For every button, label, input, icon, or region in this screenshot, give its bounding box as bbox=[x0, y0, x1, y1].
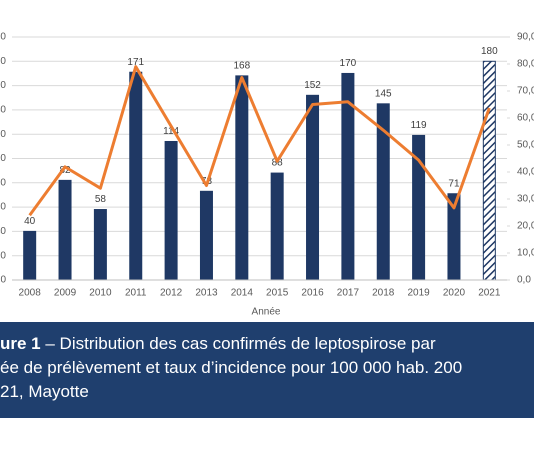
line bbox=[28, 65, 491, 217]
caption-text: – Distribution des cas confirmés de lept… bbox=[40, 334, 436, 353]
x-tick-label: 2018 bbox=[372, 288, 395, 299]
y2-tick-label: 40,0 bbox=[517, 167, 534, 178]
y2-tick-label: 60,0 bbox=[517, 113, 534, 124]
data-label: 71 bbox=[448, 178, 460, 189]
x-tick-label: 2016 bbox=[301, 288, 324, 299]
y-tick-label: 0 bbox=[0, 275, 6, 286]
y2-tick-label: 10,0 bbox=[517, 248, 534, 259]
data-label: 58 bbox=[95, 194, 107, 205]
caption-label: ure 1 bbox=[0, 334, 41, 353]
x-tick-label: 2021 bbox=[478, 288, 501, 299]
y2-tick-label: 50,0 bbox=[517, 140, 534, 151]
bar bbox=[270, 172, 284, 281]
data-label: 88 bbox=[272, 158, 284, 169]
x-tick-label: 2020 bbox=[443, 288, 466, 299]
bar bbox=[129, 71, 143, 281]
bar bbox=[164, 140, 178, 281]
y-tick-label: 140 bbox=[0, 105, 6, 116]
data-label: 40 bbox=[24, 216, 36, 227]
x-tick-label: 2010 bbox=[89, 288, 112, 299]
y2-tick-label: 20,0 bbox=[517, 221, 534, 232]
x-tick-label: 2017 bbox=[337, 288, 360, 299]
y2-tick-label: 70,0 bbox=[517, 86, 534, 97]
caption-line: 21, Mayotte bbox=[0, 382, 89, 401]
caption-line: ée de prélèvement et taux d’incidence po… bbox=[0, 358, 463, 377]
y-tick-label: 60 bbox=[0, 202, 6, 213]
y-tick-label: 160 bbox=[0, 80, 6, 91]
caption-line: ure 1 – Distribution des cas confirmés d… bbox=[0, 332, 534, 356]
data-label: 170 bbox=[340, 58, 357, 69]
data-label: 152 bbox=[304, 80, 321, 91]
y2-tick-label: 80,0 bbox=[517, 59, 534, 70]
bar bbox=[306, 94, 320, 281]
data-label: 171 bbox=[127, 57, 144, 68]
y-tick-label: 180 bbox=[0, 56, 6, 67]
x-tick-label: 2013 bbox=[195, 288, 218, 299]
x-tick-label: 2014 bbox=[231, 288, 254, 299]
y-tick-label: 40 bbox=[0, 226, 6, 237]
y2-tick-label: 0,0 bbox=[517, 275, 531, 286]
bar bbox=[93, 209, 107, 281]
y-tick-label: 80 bbox=[0, 177, 6, 188]
y2-tick-label: 90,0 bbox=[517, 32, 534, 43]
x-axis-label: Année bbox=[252, 307, 281, 318]
bar bbox=[235, 75, 249, 281]
x-tick-label: 2009 bbox=[54, 288, 77, 299]
data-label: 168 bbox=[233, 61, 250, 72]
chart: Année 0 20 40 60 80 100 120 140 160 180 200 0,0 10,0… bbox=[0, 32, 534, 318]
data-label: 119 bbox=[411, 120, 427, 131]
y-tick-label: 100 bbox=[0, 153, 6, 164]
data-label: 114 bbox=[163, 126, 179, 137]
data-label: 145 bbox=[375, 88, 392, 99]
x-tick-label: 2015 bbox=[266, 288, 289, 299]
caption: ure 1 – Distribution des cas confirmés d… bbox=[0, 322, 534, 418]
y-tick-label: 120 bbox=[0, 129, 6, 140]
bar bbox=[23, 230, 37, 281]
data-label: 82 bbox=[59, 165, 71, 176]
x-tick-label: 2011 bbox=[125, 288, 147, 299]
y-tick-label: 20 bbox=[0, 250, 6, 261]
bar bbox=[199, 190, 213, 281]
y-tick-label: 200 bbox=[0, 32, 6, 43]
x-tick-label: 2008 bbox=[19, 288, 42, 299]
bar bbox=[58, 179, 72, 281]
bar bbox=[482, 60, 496, 281]
data-label: 180 bbox=[481, 46, 498, 57]
x-tick-label: 2012 bbox=[160, 288, 183, 299]
y2-tick-label: 30,0 bbox=[517, 194, 534, 205]
x-tick-label: 2019 bbox=[407, 288, 430, 299]
